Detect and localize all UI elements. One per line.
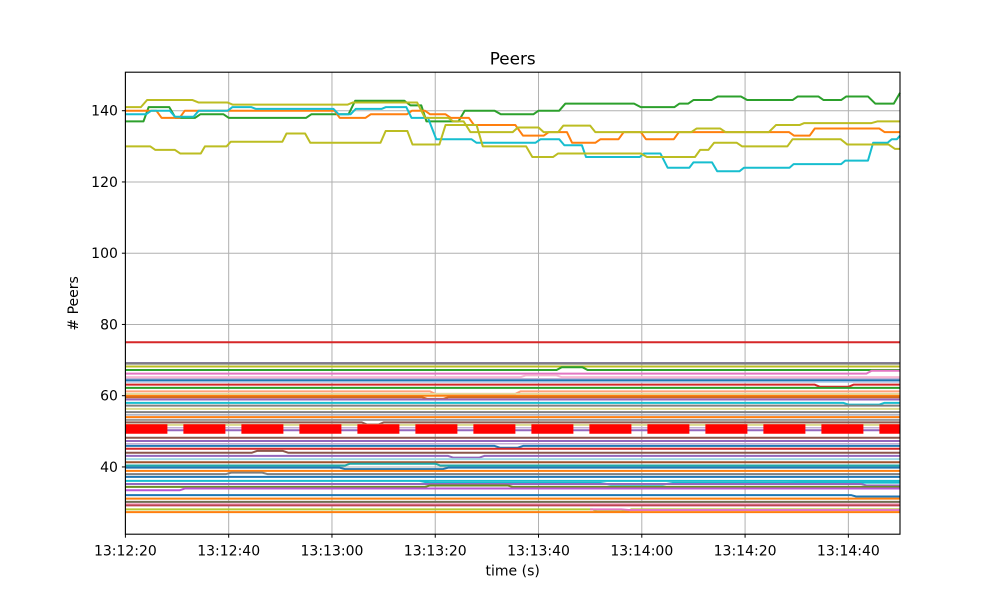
series-band-38.0 — [125, 471, 900, 476]
series-band-34.4 — [125, 484, 900, 488]
tick-layer: 13:12:20 13:12:40 13:13:00 13:13:20 13:13:40… — [91, 104, 880, 560]
y-tick-label: 60 — [100, 389, 118, 405]
x-tick-label: 13:12:40 — [197, 544, 260, 560]
y-tick-label: 100 — [91, 246, 118, 262]
series-band-67.2 — [125, 366, 900, 372]
series-band-63.1 — [125, 383, 900, 388]
y-tick-label: 40 — [100, 460, 118, 476]
series-band-33.45 — [125, 487, 900, 492]
series-band-32.1 — [125, 494, 900, 498]
y-tick-label: 120 — [91, 175, 118, 191]
x-tick-label: 13:14:20 — [714, 544, 777, 560]
x-tick-label: 13:12:20 — [94, 544, 157, 560]
series-band-45.9 — [125, 444, 900, 449]
series-band-44.0 — [125, 449, 900, 454]
y-tick-label: 80 — [100, 317, 118, 333]
series-peer-olive-a — [125, 99, 900, 134]
series-peer-olive-b — [125, 123, 900, 159]
y-axis-label: # Peers — [66, 276, 82, 330]
x-tick-label: 13:13:20 — [404, 544, 467, 560]
series-band-65.2 — [125, 374, 900, 379]
x-axis-label: time (s) — [486, 564, 540, 580]
series-peer-green — [125, 92, 901, 123]
series-band-35.2 — [125, 483, 900, 487]
series-band-66.2 — [125, 369, 900, 375]
series-band-43.1 — [125, 454, 900, 459]
series-peer-orange — [125, 109, 900, 144]
series-band-39.8 — [125, 466, 900, 471]
series-band-58.0 — [125, 401, 900, 406]
axes-frame — [124, 71, 901, 535]
series-band-27.9 — [590, 508, 900, 512]
y-tick-label: 140 — [91, 104, 118, 120]
x-tick-label: 13:13:40 — [507, 544, 570, 560]
chart-title: Peers — [490, 49, 536, 69]
series-peer-cyan — [125, 106, 901, 173]
series-layer — [125, 92, 901, 514]
series-band-40.4 — [125, 462, 900, 467]
x-tick-label: 13:13:00 — [301, 544, 364, 560]
x-tick-label: 13:14:40 — [817, 544, 880, 560]
x-tick-label: 13:14:00 — [610, 544, 673, 560]
